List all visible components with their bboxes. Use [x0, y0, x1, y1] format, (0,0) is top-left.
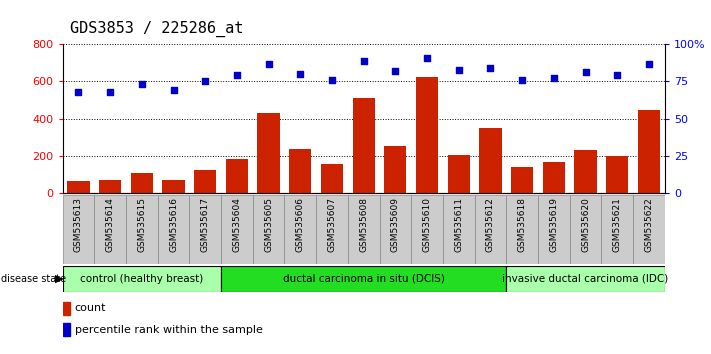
Bar — [506, 266, 665, 292]
Point — [263, 61, 274, 67]
Point — [294, 71, 306, 77]
Text: GSM535606: GSM535606 — [296, 198, 305, 252]
Text: disease state: disease state — [1, 274, 67, 284]
Point — [105, 89, 116, 95]
Bar — [194, 170, 216, 193]
Text: control (healthy breast): control (healthy breast) — [80, 274, 203, 284]
Bar — [633, 195, 665, 264]
Text: GSM535605: GSM535605 — [264, 198, 273, 252]
Point — [390, 68, 401, 74]
Bar — [257, 113, 279, 193]
Bar — [316, 195, 348, 264]
Bar — [221, 195, 252, 264]
Text: GSM535622: GSM535622 — [644, 198, 653, 252]
Bar — [158, 195, 189, 264]
Point — [580, 70, 592, 75]
Text: count: count — [75, 303, 106, 313]
Bar — [95, 195, 126, 264]
Bar — [348, 195, 380, 264]
Text: GDS3853 / 225286_at: GDS3853 / 225286_at — [70, 21, 243, 37]
Bar — [538, 195, 570, 264]
Text: ▶: ▶ — [55, 274, 64, 284]
Text: GSM535610: GSM535610 — [422, 198, 432, 252]
Bar — [570, 195, 602, 264]
Bar — [606, 156, 629, 193]
Point — [136, 81, 147, 87]
Bar — [416, 77, 438, 193]
Text: GSM535607: GSM535607 — [328, 198, 336, 252]
Bar — [131, 173, 153, 193]
Bar — [479, 128, 501, 193]
Text: GSM535614: GSM535614 — [106, 198, 114, 252]
Point — [358, 58, 370, 63]
Bar — [284, 195, 316, 264]
Bar — [511, 167, 533, 193]
Bar — [99, 180, 121, 193]
Point — [168, 87, 179, 93]
Bar — [574, 150, 597, 193]
Bar — [542, 162, 565, 193]
Bar — [602, 195, 633, 264]
Bar — [506, 195, 538, 264]
Point — [516, 77, 528, 83]
Bar — [226, 159, 248, 193]
Bar — [380, 195, 411, 264]
Bar — [289, 149, 311, 193]
Text: GSM535621: GSM535621 — [613, 198, 621, 252]
Point — [611, 73, 623, 78]
Bar — [321, 164, 343, 193]
Bar — [252, 195, 284, 264]
Bar — [411, 195, 443, 264]
Text: percentile rank within the sample: percentile rank within the sample — [75, 325, 262, 335]
Bar — [189, 195, 221, 264]
Bar — [162, 179, 185, 193]
Bar — [126, 195, 158, 264]
Text: GSM535609: GSM535609 — [391, 198, 400, 252]
Text: GSM535619: GSM535619 — [550, 198, 558, 252]
Bar — [353, 98, 375, 193]
Bar — [448, 155, 470, 193]
Bar — [443, 195, 475, 264]
Bar — [63, 302, 70, 315]
Text: GSM535604: GSM535604 — [232, 198, 242, 252]
Bar — [68, 181, 90, 193]
Bar — [384, 145, 407, 193]
Text: GSM535608: GSM535608 — [359, 198, 368, 252]
Text: GSM535618: GSM535618 — [518, 198, 527, 252]
Point — [548, 76, 560, 81]
Text: invasive ductal carcinoma (IDC): invasive ductal carcinoma (IDC) — [503, 274, 668, 284]
Bar — [63, 266, 221, 292]
Point — [453, 67, 464, 72]
Text: GSM535617: GSM535617 — [201, 198, 210, 252]
Bar — [63, 323, 70, 336]
Text: GSM535616: GSM535616 — [169, 198, 178, 252]
Text: GSM535611: GSM535611 — [454, 198, 464, 252]
Text: GSM535615: GSM535615 — [137, 198, 146, 252]
Point — [485, 65, 496, 71]
Point — [231, 73, 242, 78]
Point — [326, 77, 338, 83]
Text: GSM535613: GSM535613 — [74, 198, 83, 252]
Point — [422, 55, 433, 61]
Bar — [638, 110, 660, 193]
Point — [73, 89, 84, 95]
Bar — [475, 195, 506, 264]
Bar — [63, 195, 95, 264]
Bar — [221, 266, 506, 292]
Text: GSM535612: GSM535612 — [486, 198, 495, 252]
Point — [643, 61, 655, 67]
Text: GSM535620: GSM535620 — [581, 198, 590, 252]
Point — [200, 79, 211, 84]
Text: ductal carcinoma in situ (DCIS): ductal carcinoma in situ (DCIS) — [283, 274, 444, 284]
